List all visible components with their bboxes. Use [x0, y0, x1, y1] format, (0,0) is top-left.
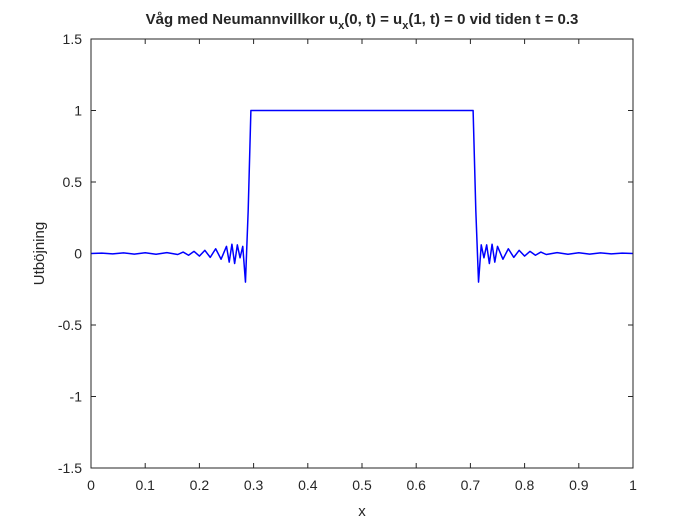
- y-tick-label: 1.5: [63, 31, 83, 47]
- y-axis-label: Utböjning: [31, 222, 48, 285]
- chart-title-subscript-1: x: [338, 20, 345, 32]
- chart-title-middle: (0, t) = u: [344, 11, 402, 28]
- x-tick-label: 0.1: [135, 477, 155, 493]
- x-axis-label: x: [358, 503, 366, 520]
- y-tick-label: -0.5: [58, 317, 82, 333]
- y-tick-label: 0.5: [63, 174, 83, 190]
- x-tick-label: 0.6: [406, 477, 426, 493]
- x-tick-label: 0.8: [515, 477, 535, 493]
- x-tick-label: 0.5: [352, 477, 372, 493]
- x-axis-ticks: 0 0.1 0.2 0.3 0.4 0.5 0.6 0.7 0.8 0.9 1: [87, 39, 637, 493]
- x-tick-label: 0.9: [569, 477, 589, 493]
- chart-title-prefix: Våg med Neumannvillkor u: [146, 11, 339, 28]
- x-tick-label: 0.4: [298, 477, 318, 493]
- x-tick-label: 0: [87, 477, 95, 493]
- x-tick-label: 0.2: [190, 477, 210, 493]
- y-tick-label: 0: [74, 246, 82, 262]
- y-tick-label: -1.5: [58, 460, 82, 476]
- x-tick-label: 0.7: [461, 477, 481, 493]
- series-line: [90, 109, 634, 283]
- x-tick-label: 0.3: [244, 477, 264, 493]
- plot-frame: [90, 38, 634, 469]
- chart-title-suffix: (1, t) = 0 vid tiden t = 0.3: [408, 11, 578, 28]
- chart-title: Våg med Neumannvillkor ux(0, t) = ux(1, …: [146, 11, 579, 32]
- chart-title-subscript-2: x: [402, 20, 409, 32]
- y-tick-label: 1: [74, 103, 82, 119]
- x-tick-label: 1: [629, 477, 637, 493]
- y-tick-label: -1: [70, 389, 83, 405]
- y-axis-ticks: 1.5 1 0.5 0 -0.5 -1 -1.5: [58, 31, 633, 476]
